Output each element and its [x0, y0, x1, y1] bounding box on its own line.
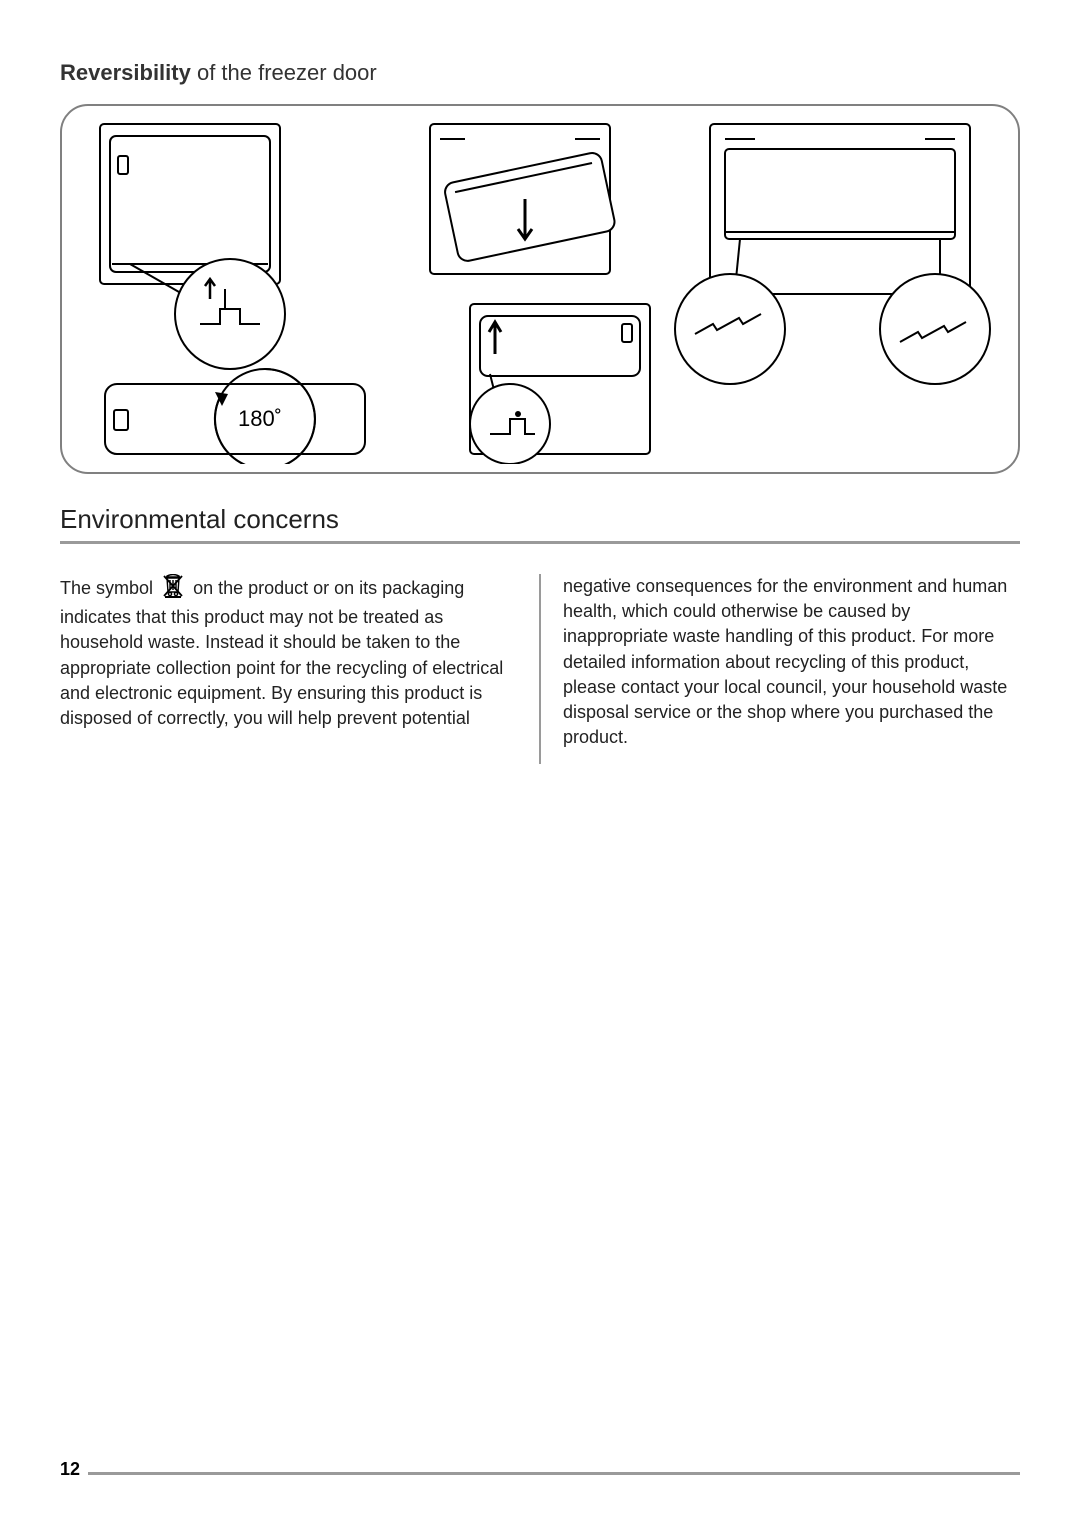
- panel-right: [675, 124, 990, 384]
- door-reversal-diagram: 180˚: [60, 104, 1020, 474]
- diagram-svg: 180˚: [70, 114, 1010, 464]
- panel-bottom-left: 180˚: [105, 369, 365, 464]
- body-col-2: negative consequences for the environmen…: [541, 574, 1020, 764]
- panel-center-top: [430, 124, 616, 274]
- bottom-rule: [88, 1472, 1020, 1475]
- panel-top-left: [100, 124, 285, 369]
- subheading-bold: Reversibility: [60, 60, 191, 85]
- subheading: Reversibility of the freezer door: [60, 60, 1020, 86]
- section-title: Environmental concerns: [60, 504, 1020, 535]
- rotation-label: 180˚: [238, 406, 282, 431]
- col1-post: on the product or on its packaging indic…: [60, 578, 503, 728]
- panel-center-bottom: [470, 304, 650, 464]
- page-number: 12: [60, 1459, 80, 1480]
- section-rule: [60, 541, 1020, 544]
- col1-pre: The symbol: [60, 578, 158, 598]
- subheading-rest: of the freezer door: [191, 60, 377, 85]
- body-columns: The symbol: [60, 574, 1020, 764]
- weee-icon: [162, 574, 184, 605]
- body-col-1: The symbol: [60, 574, 539, 764]
